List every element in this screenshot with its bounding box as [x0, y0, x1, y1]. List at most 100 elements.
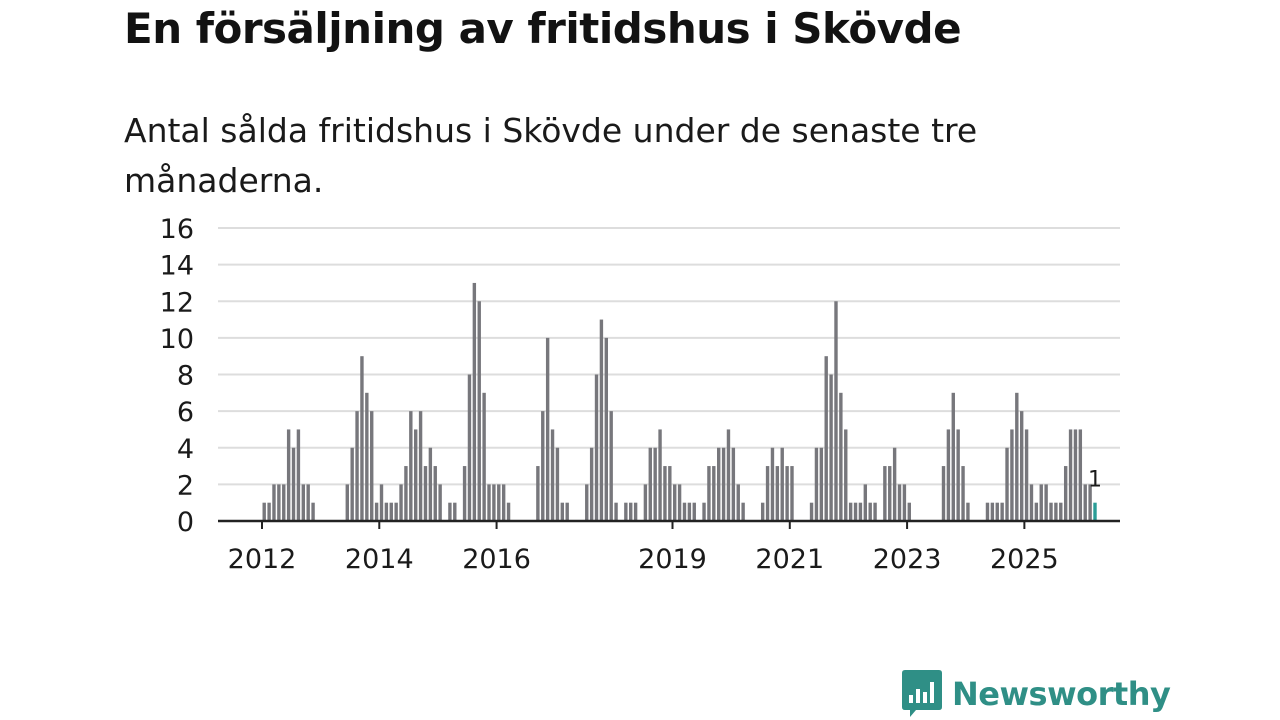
- bar: [1029, 484, 1034, 522]
- y-tick-label: 2: [177, 470, 194, 501]
- bar: [702, 502, 706, 521]
- x-tick-label: 2014: [345, 544, 414, 575]
- bar: [658, 429, 662, 521]
- bar: [687, 502, 692, 521]
- bar: [1010, 429, 1014, 521]
- bar: [692, 502, 696, 521]
- bar: [956, 429, 960, 521]
- bar: [717, 447, 721, 521]
- bar: [365, 392, 369, 521]
- x-tick-label: 2012: [228, 544, 297, 575]
- bar: [853, 502, 858, 521]
- bar: [1054, 502, 1058, 521]
- bar: [883, 466, 887, 521]
- bar: [1000, 502, 1004, 521]
- bar: [902, 484, 907, 522]
- bar: [262, 502, 266, 521]
- bar: [345, 484, 349, 522]
- bar: [624, 502, 628, 521]
- bar: [477, 301, 481, 521]
- chart-subtitle: Antal sålda fritidshus i Skövde under de…: [124, 111, 978, 200]
- bar: [848, 502, 853, 521]
- bar: [712, 466, 716, 521]
- bar: [291, 447, 296, 521]
- bar: [594, 374, 599, 521]
- bar: [892, 447, 897, 521]
- bar: [374, 502, 379, 521]
- bar: [360, 356, 364, 521]
- bar: [506, 502, 511, 521]
- bar: [453, 502, 457, 521]
- bar: [433, 466, 437, 521]
- bar: [1083, 484, 1087, 522]
- newsworthy-brand[interactable]: Newsworthy: [902, 670, 1171, 718]
- bar: [868, 502, 872, 521]
- bar: [907, 502, 911, 521]
- bar: [399, 484, 403, 522]
- bar: [780, 447, 784, 521]
- bar: [824, 356, 828, 521]
- chart-title: En försäljning av fritidshus i Skövde: [124, 4, 962, 53]
- x-tick-label: 2016: [462, 544, 531, 575]
- y-tick-label: 12: [160, 287, 194, 318]
- bar: [355, 411, 359, 522]
- bar: [550, 429, 555, 521]
- bar: [844, 429, 848, 521]
- bar: [428, 447, 433, 521]
- newsworthy-logo-icon: [902, 670, 942, 717]
- bar: [1049, 502, 1053, 521]
- bar: [472, 282, 477, 521]
- y-tick-label: 6: [177, 397, 194, 428]
- bar: [834, 301, 838, 521]
- bar: [668, 466, 672, 521]
- bar: [545, 337, 550, 522]
- bar: [653, 447, 657, 521]
- bar: [1034, 502, 1039, 521]
- bar: [760, 502, 765, 521]
- bar: [629, 502, 633, 521]
- bar: [306, 484, 310, 522]
- bar: [1088, 484, 1092, 522]
- bar: [555, 447, 560, 521]
- bar: [536, 466, 540, 521]
- y-tick-label: 8: [177, 361, 194, 392]
- bar: [673, 484, 677, 522]
- bar: [765, 466, 770, 521]
- bar: [785, 466, 789, 521]
- bar: [541, 411, 545, 522]
- y-tick-label: 10: [160, 324, 194, 355]
- bar: [648, 447, 652, 521]
- bar: [585, 484, 589, 522]
- bar: [775, 466, 780, 521]
- bar: [829, 374, 833, 521]
- bar: [604, 337, 608, 522]
- bar: [286, 429, 291, 521]
- bar: [482, 392, 486, 521]
- bar: [423, 466, 428, 521]
- bar: [1063, 466, 1068, 521]
- bar: [1015, 392, 1019, 521]
- bar: [721, 447, 726, 521]
- bar: [1039, 484, 1043, 522]
- x-tick-label: 2023: [873, 544, 942, 575]
- bar: [770, 447, 775, 521]
- bar: [888, 466, 892, 521]
- bar: [663, 466, 667, 521]
- bar: [985, 502, 990, 521]
- bar: [462, 466, 467, 521]
- bar: [296, 429, 301, 521]
- bar: [1073, 429, 1078, 521]
- bar: [404, 466, 408, 521]
- bar: [370, 411, 374, 522]
- bar: [1068, 429, 1073, 521]
- bar: [990, 502, 995, 521]
- bar: [1059, 502, 1063, 521]
- newsworthy-wordmark: Newsworthy: [952, 675, 1171, 713]
- bar: [677, 484, 682, 522]
- bar: [863, 484, 868, 522]
- bar: [565, 502, 569, 521]
- bar: [589, 447, 594, 521]
- bar: [492, 484, 496, 522]
- bar: [501, 484, 506, 522]
- bar: [394, 502, 398, 521]
